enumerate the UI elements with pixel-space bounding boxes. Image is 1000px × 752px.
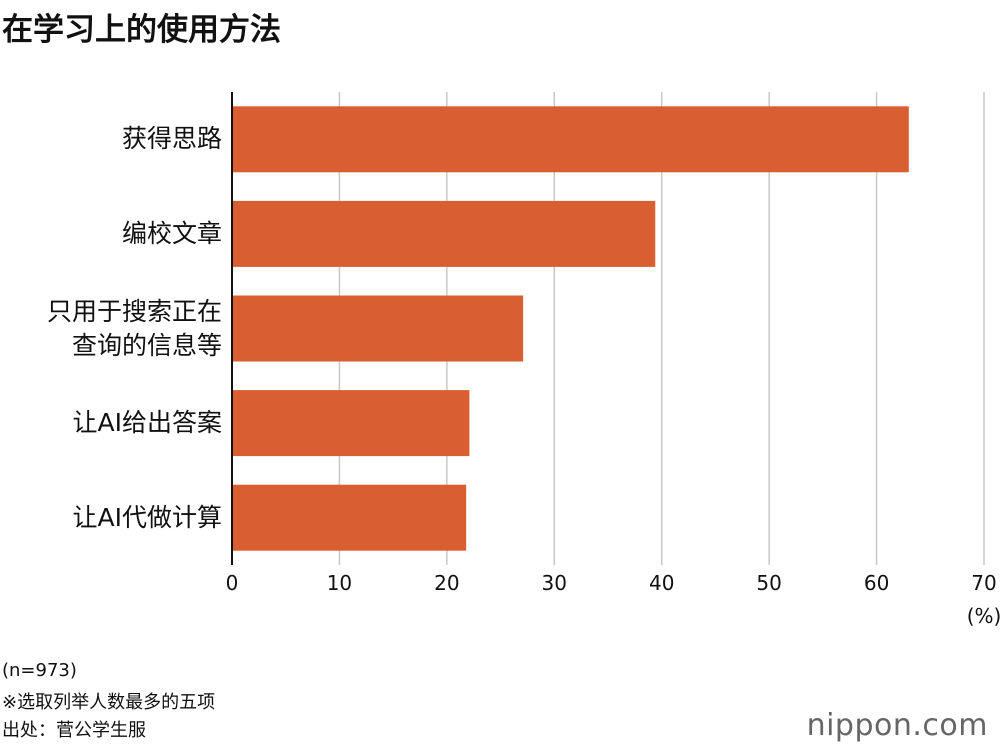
bar: [232, 484, 467, 551]
note: 出处：菅公学生服: [2, 720, 146, 741]
y-tick-label: 编校文章: [121, 218, 222, 248]
bar: [232, 106, 909, 173]
x-tick-label: 60: [864, 571, 889, 595]
y-tick-label: 只用于搜索正在 查询的信息等: [46, 296, 222, 360]
x-tick-label: 0: [226, 571, 239, 595]
chart-title: 在学习上的使用方法: [2, 12, 281, 48]
x-unit: (%): [967, 604, 1000, 628]
y-tick-label: 让AI给出答案: [72, 408, 222, 438]
note: (n=973): [2, 660, 77, 681]
y-tick-label: 让AI代做计算: [72, 502, 222, 532]
x-tick-label: 50: [756, 571, 781, 595]
x-tick-label: 20: [434, 571, 459, 595]
logo: nippon.com: [806, 708, 988, 743]
x-tick-label: 10: [327, 571, 352, 595]
bar: [232, 295, 524, 362]
y-tick-label: 获得思路: [121, 124, 222, 154]
note: ※选取列举人数最多的五项: [2, 692, 216, 713]
x-tick-label: 30: [542, 571, 567, 595]
x-tick-label: 40: [649, 571, 674, 595]
bar: [232, 200, 656, 267]
x-tick-label: 70: [971, 571, 996, 595]
bar: [232, 390, 470, 457]
